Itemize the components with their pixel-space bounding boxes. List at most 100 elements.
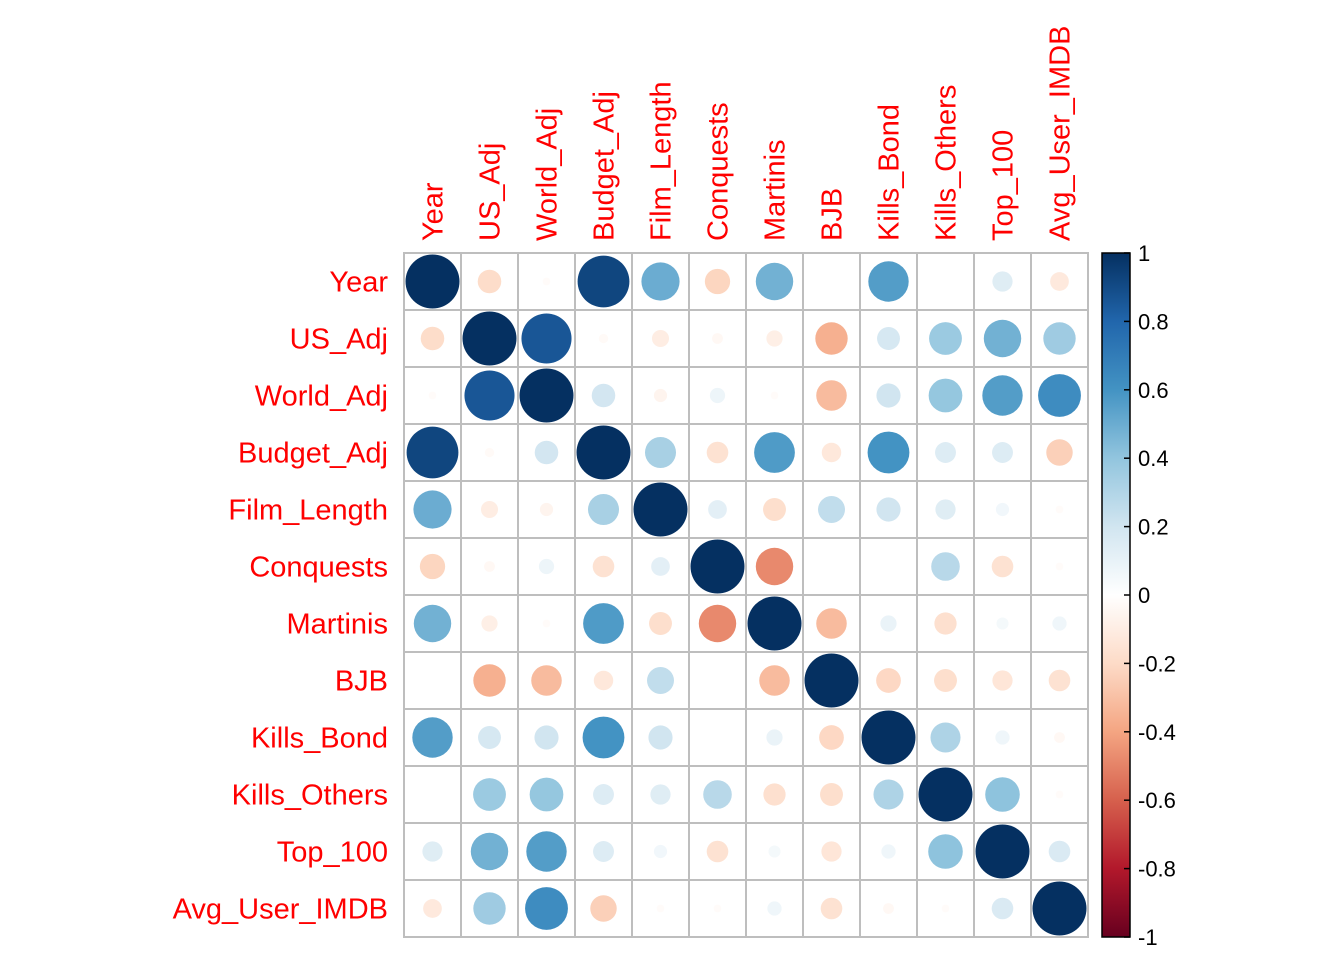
colorbar-tick-label: -0.2 [1138, 651, 1176, 676]
colorbar-tick-label: 0.2 [1138, 515, 1169, 540]
column-label-world-adj: World_Adj [532, 108, 564, 241]
corr-circle-us-adj-kills-bond [877, 327, 900, 350]
corr-circle-year-film-length [641, 262, 680, 301]
row-label-world-adj: World_Adj [255, 381, 388, 413]
row-label-kills-others: Kills_Others [232, 780, 388, 812]
corr-circle-martinis-us-adj [481, 615, 498, 632]
column-label-budget-adj: Budget_Adj [589, 91, 621, 241]
corr-circle-kills-bond-kills-bond [861, 710, 916, 765]
corr-circle-avg-user-imdb-kills-others [941, 904, 950, 913]
corr-circle-bjb-film-length [647, 667, 674, 694]
row-label-us-adj: US_Adj [290, 324, 388, 356]
corr-circle-top-100-martinis [768, 845, 781, 858]
corr-circle-world-adj-film-length [653, 388, 668, 403]
corr-circle-top-100-world-adj [526, 831, 567, 872]
corr-circle-avg-user-imdb-budget-adj [590, 895, 617, 922]
corr-circle-kills-bond-avg-user-imdb [1054, 732, 1065, 743]
corr-circle-bjb-kills-others [934, 669, 957, 692]
corr-circle-budget-adj-year [406, 426, 459, 479]
corr-circle-avg-user-imdb-film-length [656, 904, 665, 913]
corr-circle-kills-others-top-100 [985, 777, 1020, 812]
corr-circle-budget-adj-budget-adj [576, 425, 631, 480]
column-label-kills-others: Kills_Others [931, 85, 963, 241]
corr-circle-us-adj-avg-user-imdb [1043, 322, 1076, 355]
corr-circle-martinis-martinis [747, 596, 802, 651]
corr-circle-martinis-budget-adj [583, 603, 624, 644]
corr-circle-us-adj-world-adj [521, 313, 572, 364]
corr-circle-conquests-budget-adj [592, 555, 615, 578]
corr-circle-us-adj-us-adj [462, 311, 517, 366]
colorbar-tick-label: 0 [1138, 583, 1150, 608]
corr-circle-us-adj-bjb [815, 322, 848, 355]
corr-circle-world-adj-budget-adj [591, 383, 616, 408]
corr-circle-martinis-avg-user-imdb [1052, 616, 1067, 631]
colorbar-tick-label: 0.8 [1138, 309, 1169, 334]
corr-circle-kills-bond-film-length [648, 725, 673, 750]
corr-circle-world-adj-top-100 [982, 375, 1023, 416]
corr-circle-kills-bond-top-100 [995, 730, 1010, 745]
corr-circle-film-length-kills-bond [876, 497, 901, 522]
row-label-conquests: Conquests [249, 552, 388, 584]
circle-layer [405, 254, 1087, 936]
colorbar-tick-label: -0.4 [1138, 720, 1176, 745]
corr-circle-world-adj-kills-others [928, 378, 963, 413]
colorbar-tick-label: -0.8 [1138, 857, 1176, 882]
corr-circle-us-adj-conquests [712, 333, 723, 344]
corr-circle-film-length-avg-user-imdb [1055, 505, 1064, 514]
corr-circle-avg-user-imdb-martinis [767, 901, 782, 916]
column-label-conquests: Conquests [703, 102, 735, 241]
corr-circle-budget-adj-top-100 [992, 442, 1013, 463]
corr-circle-year-top-100 [992, 271, 1013, 292]
corr-circle-top-100-year [422, 841, 443, 862]
corr-circle-kills-others-bjb [820, 783, 843, 806]
row-labels: Year US_Adj World_Adj Budget_Adj Film_Length… [173, 267, 389, 926]
corr-circle-world-adj-conquests [709, 387, 726, 404]
row-label-budget-adj: Budget_Adj [238, 438, 388, 470]
column-label-film-length: Film_Length [646, 81, 678, 241]
corr-circle-year-budget-adj [577, 255, 630, 308]
corr-circle-budget-adj-martinis [754, 432, 795, 473]
grid-cell [688, 651, 747, 710]
corr-circle-film-length-year [413, 490, 452, 529]
corr-circle-top-100-conquests [706, 840, 729, 863]
row-label-year: Year [329, 267, 388, 299]
corr-circle-kills-others-film-length [650, 784, 671, 805]
column-label-kills-bond: Kills_Bond [874, 104, 906, 241]
column-label-bjb: BJB [817, 188, 849, 241]
corr-circle-martinis-kills-others [934, 612, 957, 635]
corr-circle-conquests-us-adj [484, 561, 495, 572]
row-label-martinis: Martinis [286, 609, 388, 641]
corr-circle-kills-others-budget-adj [593, 784, 614, 805]
row-label-top-100: Top_100 [277, 837, 388, 869]
corr-circle-budget-adj-world-adj [534, 440, 559, 465]
corr-circle-avg-user-imdb-us-adj [473, 892, 506, 925]
grid-cell [688, 708, 747, 767]
corr-circle-kills-bond-bjb [819, 725, 844, 750]
corr-circle-martinis-kills-bond [880, 615, 897, 632]
corr-circle-film-length-budget-adj [587, 493, 620, 526]
colorbar-tick-label: 0.6 [1138, 378, 1169, 403]
corr-circle-film-length-kills-others [935, 499, 956, 520]
grid-cell [916, 309, 975, 368]
corr-circle-conquests-martinis [755, 547, 794, 586]
corr-circle-film-length-bjb [818, 496, 845, 523]
grid-cell [916, 252, 975, 311]
corr-circle-conquests-top-100 [991, 555, 1014, 578]
corr-circle-kills-bond-us-adj [478, 726, 501, 749]
colorbar-tick-label: -1 [1138, 925, 1158, 950]
grid-cell [403, 765, 462, 824]
corr-circle-year-kills-bond [868, 261, 909, 302]
corr-circle-film-length-us-adj [480, 500, 499, 519]
corr-circle-bjb-budget-adj [593, 670, 614, 691]
corr-circle-us-adj-kills-others [929, 322, 962, 355]
corr-circle-world-adj-world-adj [519, 368, 574, 423]
colorbar-tick-label: -0.6 [1138, 788, 1176, 813]
grid-cell [403, 651, 462, 710]
corr-circle-avg-user-imdb-kills-bond [883, 903, 894, 914]
corr-circle-conquests-year [419, 553, 446, 580]
corr-circle-budget-adj-conquests [706, 441, 729, 464]
column-label-year: Year [418, 182, 450, 241]
column-label-top-100: Top_100 [988, 130, 1020, 241]
corr-circle-conquests-film-length [651, 557, 670, 576]
corr-circle-kills-bond-kills-others [930, 722, 961, 753]
